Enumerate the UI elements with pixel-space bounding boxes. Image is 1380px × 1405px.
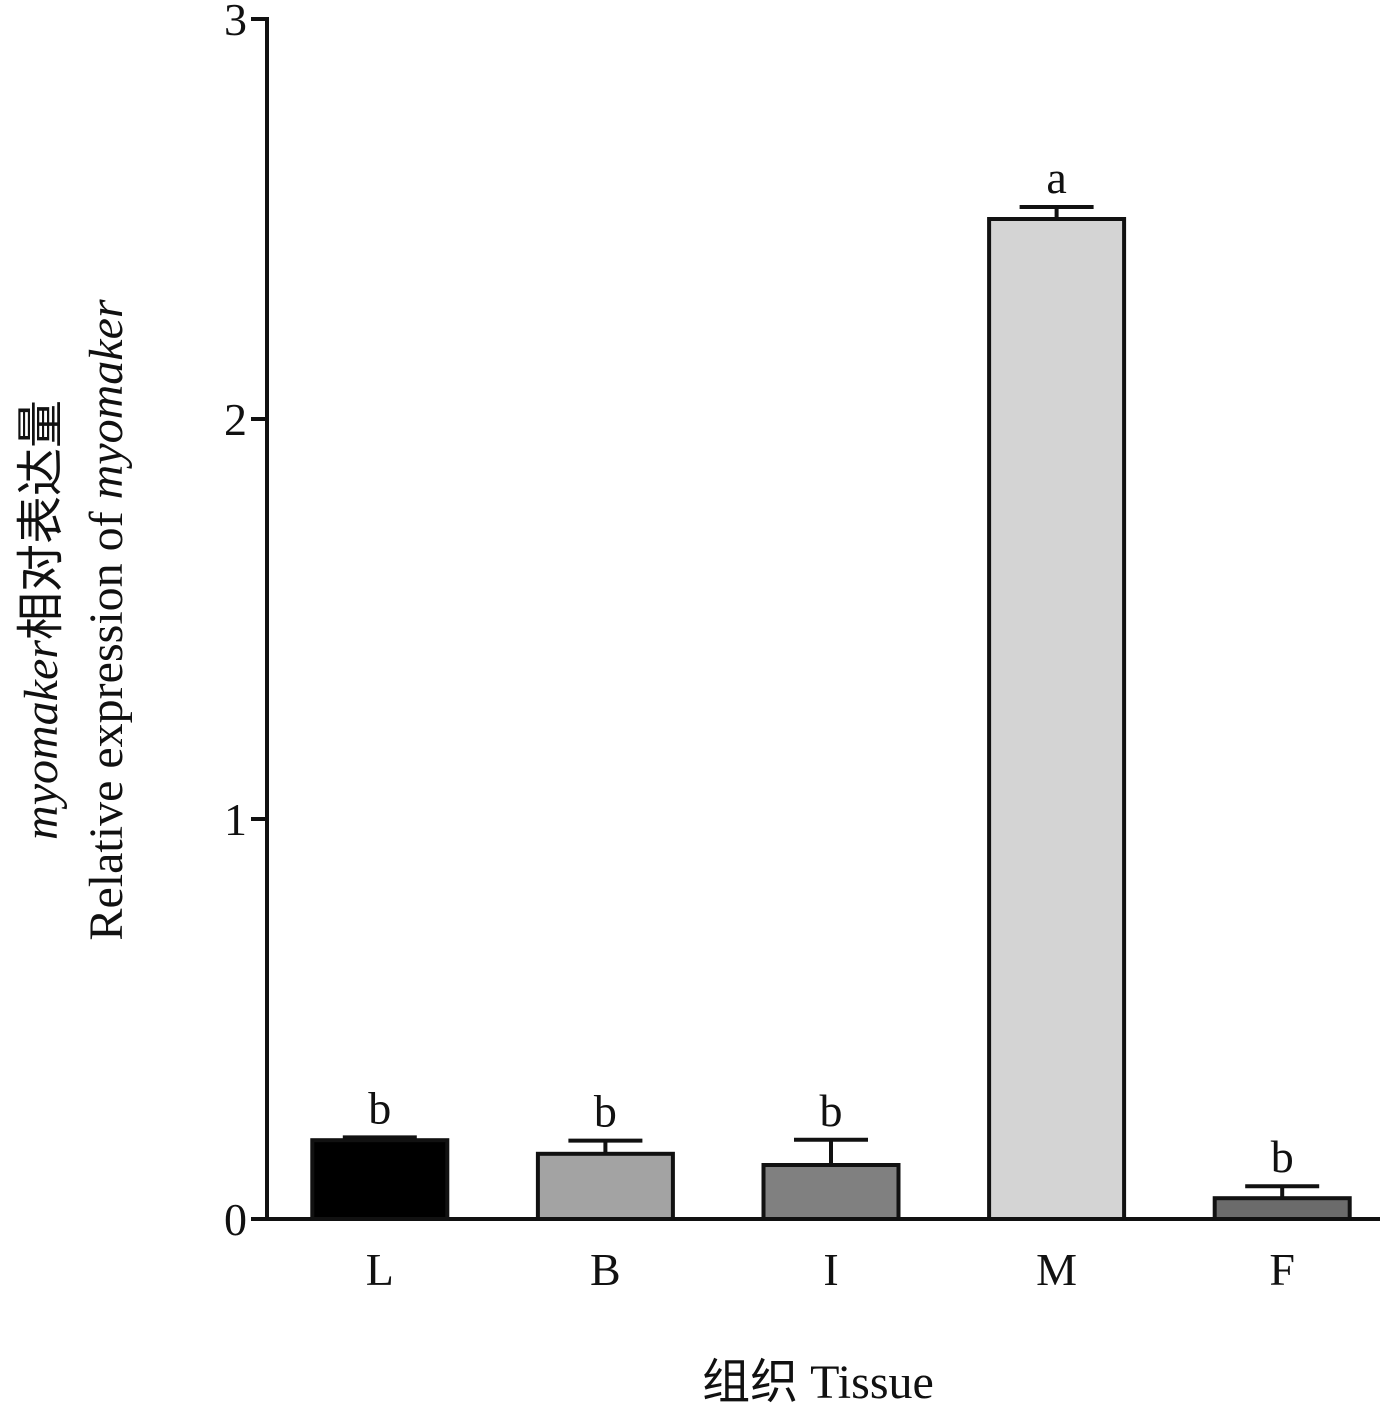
bar-group-F: b — [1212, 1131, 1352, 1221]
x-tick-label-M: M — [1036, 1244, 1077, 1295]
y-axis-label-en: Relative expression of — [80, 499, 133, 940]
x-tick-label-L: L — [366, 1244, 394, 1295]
y-axis-label-cn: 相对表达量 — [15, 400, 68, 640]
significance-label-I: b — [820, 1085, 843, 1136]
bar-I — [761, 1163, 901, 1221]
y-ticks: 0 1 2 3 — [224, 0, 267, 1245]
axes — [265, 17, 1380, 1221]
bar-M — [987, 217, 1127, 1221]
bar-group-M: a — [987, 152, 1127, 1221]
bar-F — [1212, 1196, 1352, 1221]
x-tick-label-F: F — [1269, 1244, 1295, 1295]
y-axis-label-gene-2: myomaker — [80, 299, 133, 499]
x-tick-label-B: B — [590, 1244, 621, 1295]
bar-L — [310, 1138, 450, 1221]
significance-label-F: b — [1271, 1131, 1294, 1182]
significance-label-M: a — [1046, 152, 1066, 203]
y-axis-label-line1: myomaker相对表达量 — [15, 400, 68, 840]
bars: b b b a b — [310, 152, 1352, 1222]
bar-B — [535, 1151, 675, 1222]
bar-group-B: b — [535, 1086, 675, 1222]
bar-group-I: b — [761, 1085, 901, 1221]
x-axis-label: 组织 Tissue — [702, 1356, 934, 1405]
y-tick-label: 1 — [224, 794, 247, 845]
significance-label-L: b — [368, 1082, 391, 1133]
y-tick-label: 2 — [224, 394, 247, 445]
y-tick-label: 0 — [224, 1194, 247, 1245]
y-axis-label-gene: myomaker — [15, 640, 68, 840]
y-tick-label: 3 — [224, 0, 247, 45]
x-tick-label-I: I — [823, 1244, 838, 1295]
y-axis-label-line2: Relative expression of myomaker — [80, 299, 133, 940]
significance-label-B: b — [594, 1086, 617, 1137]
bar-group-L: b — [310, 1082, 450, 1221]
